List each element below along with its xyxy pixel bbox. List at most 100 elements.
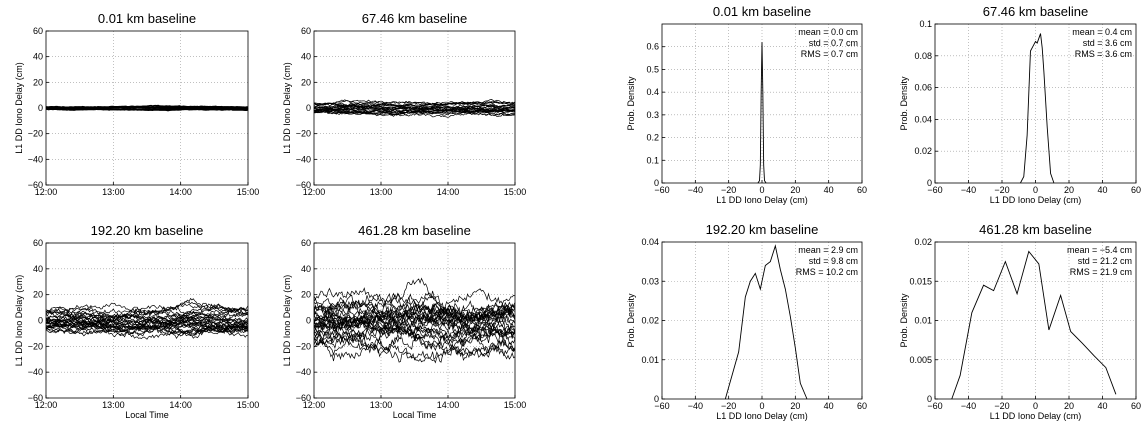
y-tick-label: −20: [296, 341, 311, 351]
y-tick-label: 0: [38, 316, 43, 326]
panel-ts3: 12:00 13:00 14:00 15:00 −60 −40 −20 0 20 40 60 192.…: [14, 223, 259, 420]
chart-title: 461.28 km baseline: [358, 223, 471, 238]
panel-h2: −60 −40 −20 0 20 40 60 0 0.02 0.04 0.06 0.08 0.1 67.4…: [899, 4, 1141, 205]
y-tick-label: −40: [296, 154, 311, 164]
series-line: [313, 101, 516, 111]
x-tick-label: 15:00: [504, 400, 527, 410]
series-line: [45, 304, 249, 317]
x-tick-label: 15:00: [237, 400, 260, 410]
y-tick-label: 0: [654, 178, 659, 188]
series-line: [45, 319, 249, 333]
series-line: [313, 326, 516, 352]
series-line: [313, 108, 516, 115]
x-tick-label: −40: [961, 401, 976, 411]
series-line: [45, 323, 249, 339]
x-tick-label: 13:00: [102, 187, 125, 197]
y-axis-label: L1 DD Iono Delay (cm): [14, 275, 24, 367]
y-tick-label: 0.02: [914, 146, 932, 156]
x-tick-label: 40: [824, 401, 834, 411]
stat-text: mean = 0.0 cm: [798, 27, 858, 37]
density-line: [757, 42, 767, 184]
y-tick-label: 40: [33, 264, 43, 274]
x-tick-label: 20: [1064, 185, 1074, 195]
series-line: [313, 337, 516, 364]
x-tick-label: −40: [961, 185, 976, 195]
y-tick-label: 0.08: [914, 51, 932, 61]
y-tick-label: 0.03: [641, 276, 659, 286]
x-tick-label: 14:00: [169, 400, 192, 410]
x-axis-label: L1 DD Iono Delay (cm): [990, 195, 1082, 205]
y-tick-label: −40: [296, 367, 311, 377]
x-tick-label: −20: [994, 185, 1009, 195]
series-line: [313, 108, 516, 116]
stat-text: mean = 0.4 cm: [1072, 27, 1132, 37]
x-tick-label: 20: [1064, 401, 1074, 411]
panel-h1: −60 −40 −20 0 20 40 60 0 0.1 0.2 0.3 0.4 0.5 0.6 0.01 …: [626, 4, 867, 205]
panel-h4: −60 −40 −20 0 20 40 60 0 0.005 0.01 0.015 0.02 461.2…: [899, 222, 1141, 421]
x-tick-label: 12:00: [35, 187, 58, 197]
y-tick-label: 60: [301, 26, 311, 36]
x-tick-label: −20: [721, 185, 736, 195]
stat-text: RMS = 21.9 cm: [1070, 267, 1132, 277]
y-tick-label: −60: [296, 180, 311, 190]
y-tick-label: 0.1: [646, 155, 659, 165]
x-tick-label: 20: [790, 185, 800, 195]
y-tick-label: 0.06: [914, 83, 932, 93]
x-tick-label: 0: [759, 401, 764, 411]
panel-h3: −60 −40 −20 0 20 40 60 0 0.01 0.02 0.03 0.04 192.20 …: [626, 222, 867, 421]
x-tick-label: 12:00: [303, 400, 326, 410]
series-line: [45, 314, 249, 331]
chart-title: 0.01 km baseline: [713, 4, 811, 19]
stat-text: std = 21.2 cm: [1078, 256, 1132, 266]
y-tick-label: 0.005: [909, 355, 932, 365]
series-line: [313, 101, 516, 108]
stat-text: RMS = 10.2 cm: [796, 267, 858, 277]
chart-title: 0.01 km baseline: [98, 11, 196, 26]
chart-title: 461.28 km baseline: [979, 222, 1092, 237]
series-line: [313, 310, 516, 350]
series-line: [45, 107, 249, 112]
chart-title: 67.46 km baseline: [983, 4, 1089, 19]
y-tick-label: 60: [33, 26, 43, 36]
chart-title: 192.20 km baseline: [91, 223, 204, 238]
series-line: [313, 305, 516, 344]
x-tick-label: 14:00: [437, 187, 460, 197]
y-tick-label: 0.01: [914, 316, 932, 326]
series-line: [45, 321, 249, 337]
y-axis-label: L1 DD Iono Delay (cm): [282, 62, 292, 154]
x-tick-label: 15:00: [504, 187, 527, 197]
y-tick-label: 0.2: [646, 133, 659, 143]
x-axis-label: Local Time: [125, 410, 169, 420]
y-tick-label: 40: [33, 52, 43, 62]
series-line: [313, 297, 516, 329]
x-tick-label: −20: [721, 401, 736, 411]
series-line: [313, 317, 516, 357]
stat-text: RMS = 0.7 cm: [801, 49, 858, 59]
x-tick-label: −60: [654, 401, 669, 411]
y-tick-label: −40: [28, 154, 43, 164]
y-tick-label: 0: [654, 394, 659, 404]
panel-ts1: 12:00 13:00 14:00 15:00 −60 −40 −20 0 20 40 60 0.01…: [14, 11, 259, 197]
x-tick-label: −20: [994, 401, 1009, 411]
stat-text: std = 9.8 cm: [809, 256, 858, 266]
chart-title: 67.46 km baseline: [362, 11, 468, 26]
x-tick-label: −40: [688, 401, 703, 411]
y-tick-label: 0.1: [919, 19, 932, 29]
y-tick-label: 0: [306, 316, 311, 326]
y-tick-label: 0.02: [641, 316, 659, 326]
y-tick-label: 20: [301, 290, 311, 300]
series-line: [313, 106, 516, 113]
x-tick-label: −60: [927, 401, 942, 411]
y-tick-label: 0.6: [646, 42, 659, 52]
y-tick-label: 0.5: [646, 64, 659, 74]
panel-ts2: 12:00 13:00 14:00 15:00 −60 −40 −20 0 20 40 60 67.4…: [282, 11, 526, 197]
x-tick-label: 60: [857, 185, 867, 195]
x-axis-label: Local Time: [393, 410, 437, 420]
y-tick-label: 0.04: [641, 237, 659, 247]
y-tick-label: 0: [927, 178, 932, 188]
x-tick-label: 20: [790, 401, 800, 411]
y-tick-label: −60: [28, 393, 43, 403]
y-axis-label: Prob. Density: [899, 76, 909, 131]
y-axis-label: L1 DD Iono Delay (cm): [282, 275, 292, 367]
